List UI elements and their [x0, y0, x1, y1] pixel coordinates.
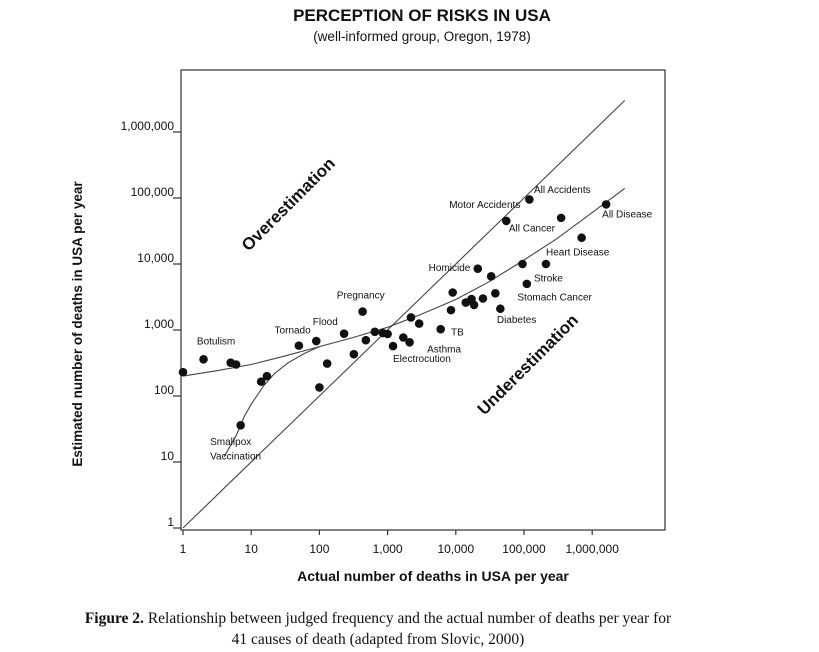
y-tick-label: 10,000 [137, 251, 174, 265]
region-label: Underestimation [474, 311, 582, 419]
y-tick-label: 1,000 [144, 317, 174, 331]
chart-title: PERCEPTION OF RISKS IN USA [293, 6, 551, 25]
caption-line-1: Figure 2. Relationship between judged fr… [8, 608, 748, 629]
data-point [436, 324, 445, 334]
data-point [262, 371, 272, 381]
identity-line [182, 100, 626, 529]
y-tick-label: 1,000,000 [121, 119, 175, 133]
point-annotation: Flood [313, 317, 338, 328]
data-point [469, 300, 479, 310]
x-tick-label: 10,000 [437, 542, 474, 556]
data-point [541, 259, 551, 269]
y-tick-label: 10 [161, 449, 175, 463]
data-point [405, 338, 414, 347]
data-point [522, 279, 532, 289]
data-point [231, 360, 241, 369]
data-point [406, 313, 416, 322]
data-point [361, 335, 371, 345]
chart-subtitle: (well-informed group, Oregon, 1978) [313, 29, 531, 44]
x-tick-label: 1 [180, 542, 187, 556]
point-annotation: Smallpox [210, 437, 251, 448]
data-point [388, 341, 398, 351]
x-tick-label: 100,000 [502, 542, 546, 556]
point-annotation: Diabetes [497, 315, 536, 326]
point-annotation: Pregnancy [337, 291, 385, 302]
point-annotation: Homicide [429, 263, 471, 274]
point-annotation: TB [451, 328, 464, 339]
data-point [448, 288, 457, 297]
point-annotation: Vaccination [210, 451, 261, 462]
x-tick-label: 100 [309, 542, 329, 556]
data-point [178, 367, 188, 377]
caption-label: Figure 2. [84, 610, 144, 627]
point-annotation: Asthma [427, 344, 461, 355]
data-point [556, 213, 566, 223]
data-point [236, 420, 245, 430]
point-annotation: Botulism [197, 337, 235, 348]
data-points [178, 195, 611, 430]
y-tick-label: 100 [154, 383, 174, 397]
chart-lines [182, 100, 626, 529]
data-point [601, 200, 611, 209]
region-label: Overestimation [238, 154, 339, 255]
data-point [446, 305, 456, 315]
x-tick-label: 1,000 [373, 542, 403, 556]
axes-ticks: 1 10 100 1,000 10,000 100,000 1,000,000 1 10 100 1… [121, 119, 620, 556]
x-axis-label: Actual number of deaths in USA per year [297, 568, 569, 584]
data-point [491, 288, 500, 298]
plot-frame [180, 69, 666, 531]
data-point [256, 377, 266, 386]
data-point [478, 294, 488, 303]
data-point [414, 319, 424, 328]
data-point [311, 336, 321, 346]
point-annotation: Stroke [534, 274, 563, 285]
figure-caption: Figure 2. Relationship between judged fr… [8, 608, 748, 650]
risk-perception-chart: PERCEPTION OF RISKS IN USA (well-informe… [70, 6, 666, 584]
data-point [370, 327, 380, 337]
caption-text-1: Relationship between judged frequency an… [143, 610, 672, 627]
data-point [315, 383, 324, 392]
point-annotation: Heart Disease [546, 247, 610, 258]
data-point [525, 195, 534, 204]
y-tick-label: 1 [167, 515, 174, 529]
data-point [322, 359, 332, 368]
point-annotation: Electrocution [393, 354, 451, 365]
data-point [294, 341, 304, 350]
point-annotation: All Accidents [534, 185, 591, 196]
data-point [383, 329, 392, 339]
data-point [486, 272, 496, 281]
y-tick-label: 100,000 [131, 185, 175, 199]
point-annotation: Motor Accidents [449, 200, 520, 211]
point-annotation: All Disease [602, 209, 652, 220]
data-point [518, 259, 527, 269]
point-annotation: Tornado [275, 326, 312, 337]
data-point [473, 264, 483, 273]
data-point [577, 233, 586, 243]
data-point [399, 333, 408, 342]
caption-line-2: 41 causes of death (adapted from Slovic,… [231, 631, 525, 648]
data-point [496, 304, 505, 314]
data-point [349, 349, 359, 359]
x-tick-label: 10 [245, 542, 259, 556]
data-point [339, 329, 349, 338]
fitted-curve [182, 187, 626, 377]
y-axis-label: Estimated number of deaths in USA per ye… [70, 181, 85, 467]
x-tick-label: 1,000,000 [566, 542, 620, 556]
point-annotation: All Cancer [509, 224, 556, 235]
data-point [501, 216, 511, 226]
data-point [358, 307, 367, 316]
point-annotation: Stomach Cancer [517, 292, 592, 303]
data-point [199, 354, 208, 364]
